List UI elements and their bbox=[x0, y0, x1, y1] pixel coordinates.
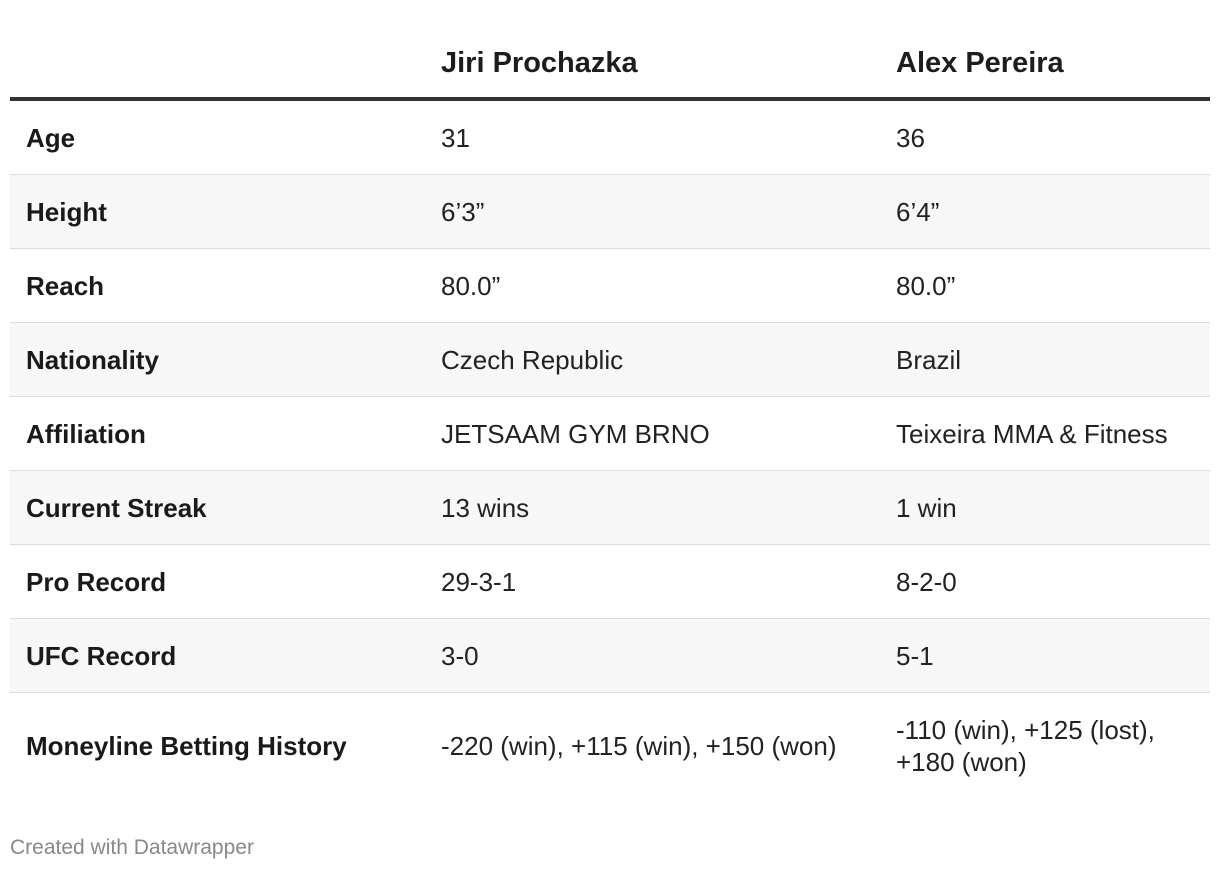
cell-fighter-2-ufc-record: 5-1 bbox=[880, 618, 1210, 693]
table-row: Nationality Czech Republic Brazil bbox=[10, 322, 1210, 397]
row-label-nationality: Nationality bbox=[10, 322, 425, 397]
cell-fighter-1-reach: 80.0” bbox=[425, 248, 880, 323]
fighter-comparison-table: Jiri Prochazka Alex Pereira Age 31 36 He… bbox=[10, 30, 1210, 798]
row-label-height: Height bbox=[10, 174, 425, 249]
datawrapper-credit: Created with Datawrapper bbox=[10, 836, 254, 859]
cell-fighter-1-height: 6’3” bbox=[425, 174, 880, 249]
row-label-age: Age bbox=[10, 99, 425, 175]
row-label-reach: Reach bbox=[10, 248, 425, 323]
cell-fighter-2-current-streak: 1 win bbox=[880, 470, 1210, 545]
row-label-moneyline-history: Moneyline Betting History bbox=[26, 730, 347, 761]
row-label-affiliation: Affiliation bbox=[10, 396, 425, 471]
cell-fighter-1-age: 31 bbox=[425, 99, 880, 175]
table-header: Jiri Prochazka Alex Pereira bbox=[10, 30, 1210, 101]
table-row: Moneyline Betting History -220 (win), +1… bbox=[10, 693, 1210, 799]
cell-fighter-1-pro-record: 29-3-1 bbox=[425, 544, 880, 619]
cell-fighter-2-affiliation: Teixeira MMA & Fitness bbox=[880, 396, 1210, 471]
header-row: Jiri Prochazka Alex Pereira bbox=[10, 30, 1210, 101]
table-row: Pro Record 29-3-1 8-2-0 bbox=[10, 544, 1210, 619]
cell-fighter-2-nationality: Brazil bbox=[880, 322, 1210, 397]
cell-fighter-1-nationality: Czech Republic bbox=[425, 322, 880, 397]
row-label-current-streak: Current Streak bbox=[10, 470, 425, 545]
cell-fighter-2-height: 6’4” bbox=[880, 174, 1210, 249]
row-label-pro-record: Pro Record bbox=[10, 544, 425, 619]
table-row: Height 6’3” 6’4” bbox=[10, 174, 1210, 249]
table-row: Reach 80.0” 80.0” bbox=[10, 248, 1210, 323]
cell-fighter-1-current-streak: 13 wins bbox=[425, 470, 880, 545]
comparison-table-container: Jiri Prochazka Alex Pereira Age 31 36 He… bbox=[10, 30, 1210, 798]
cell-fighter-1-affiliation: JETSAAM GYM BRNO bbox=[425, 396, 880, 471]
cell-fighter-1-ufc-record: 3-0 bbox=[425, 618, 880, 693]
row-label-ufc-record: UFC Record bbox=[10, 618, 425, 693]
cell-fighter-2-moneyline-history: -110 (win), +125 (lost), +180 (won) bbox=[896, 714, 1155, 777]
cell-fighter-2-age: 36 bbox=[880, 99, 1210, 175]
table-row: Age 31 36 bbox=[10, 99, 1210, 175]
cell-fighter-2-reach: 80.0” bbox=[880, 248, 1210, 323]
table-row: Current Streak 13 wins 1 win bbox=[10, 470, 1210, 545]
cell-fighter-1-moneyline-history: -220 (win), +115 (win), +150 (won) bbox=[441, 730, 837, 761]
header-cell-fighter-1: Jiri Prochazka bbox=[425, 30, 880, 101]
header-cell-empty bbox=[10, 30, 425, 101]
table-body: Age 31 36 Height 6’3” 6’4” Reach 80.0” 8… bbox=[10, 99, 1210, 798]
cell-fighter-2-pro-record: 8-2-0 bbox=[880, 544, 1210, 619]
table-row: Affiliation JETSAAM GYM BRNO Teixeira MM… bbox=[10, 396, 1210, 471]
table-row: UFC Record 3-0 5-1 bbox=[10, 618, 1210, 693]
header-cell-fighter-2: Alex Pereira bbox=[880, 30, 1210, 101]
